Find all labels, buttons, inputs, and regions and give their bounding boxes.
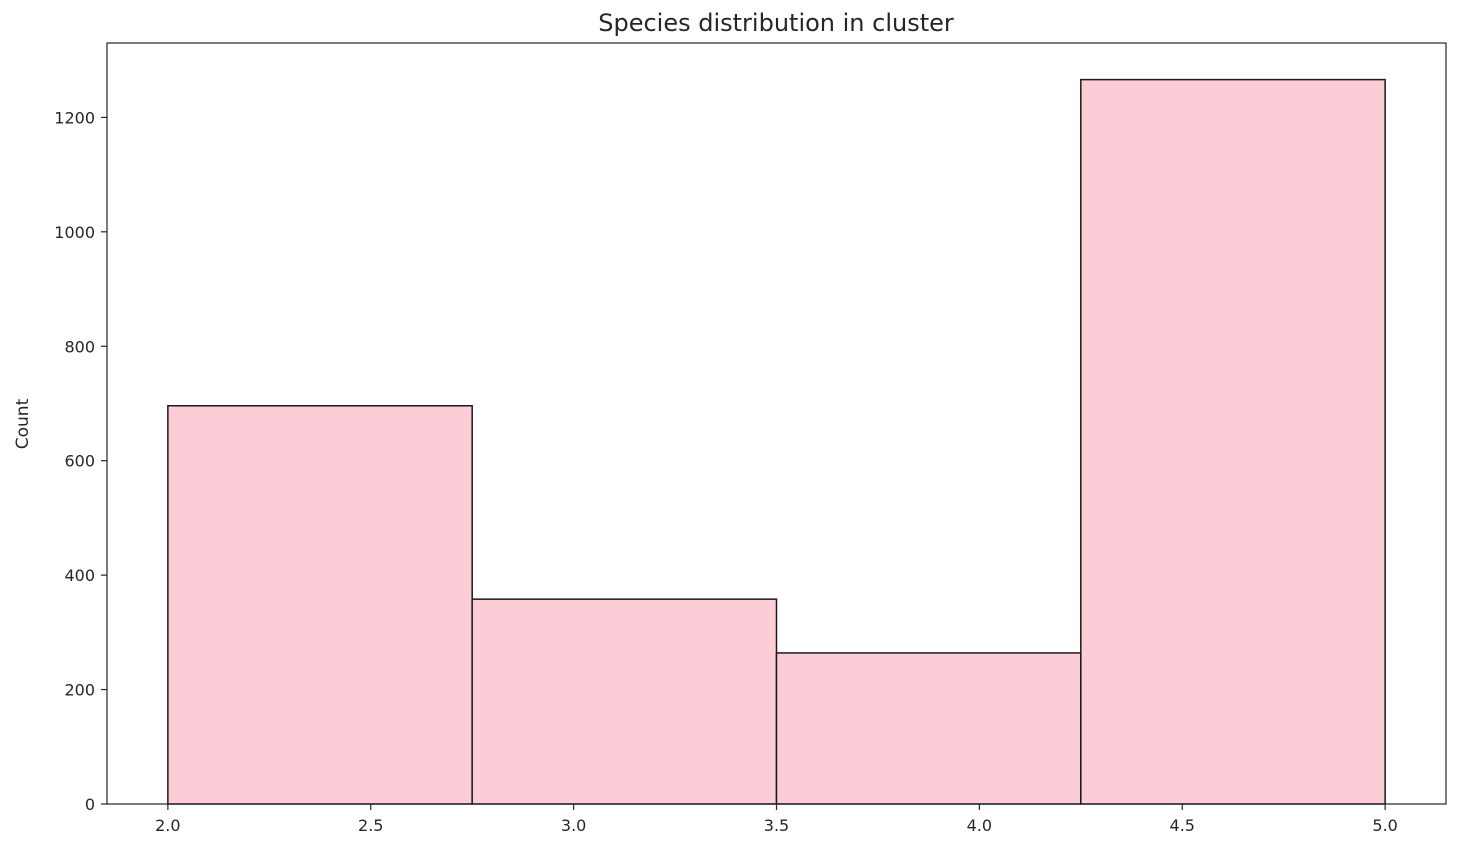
y-tick-label: 0 xyxy=(85,795,95,814)
y-tick-label: 800 xyxy=(64,337,95,356)
bars-layer xyxy=(167,78,1386,805)
histogram-bar-2 xyxy=(471,598,778,805)
y-tick-label: 1200 xyxy=(54,108,95,127)
y-tick-label: 200 xyxy=(64,681,95,700)
x-tick-label: 2.5 xyxy=(358,816,383,835)
y-axis-ticks: 0 200 400 600 800 1000 1200 xyxy=(54,108,107,814)
histogram-bar-3 xyxy=(775,652,1082,805)
chart-title: Species distribution in cluster xyxy=(598,9,954,37)
histogram-bar-4 xyxy=(1080,78,1386,805)
x-axis-ticks: 2.0 2.5 3.0 3.5 4.0 4.5 5.0 xyxy=(155,804,1398,835)
x-tick-label: 3.0 xyxy=(561,816,586,835)
x-tick-label: 4.5 xyxy=(1170,816,1195,835)
y-axis-label: Count xyxy=(13,398,33,449)
x-tick-label: 5.0 xyxy=(1372,816,1397,835)
x-tick-label: 3.5 xyxy=(764,816,789,835)
x-tick-label: 4.0 xyxy=(967,816,992,835)
y-tick-label: 600 xyxy=(64,452,95,471)
histogram-bar-1 xyxy=(167,405,473,805)
y-tick-label: 1000 xyxy=(54,223,95,242)
y-tick-label: 400 xyxy=(64,566,95,585)
x-tick-label: 2.0 xyxy=(155,816,180,835)
